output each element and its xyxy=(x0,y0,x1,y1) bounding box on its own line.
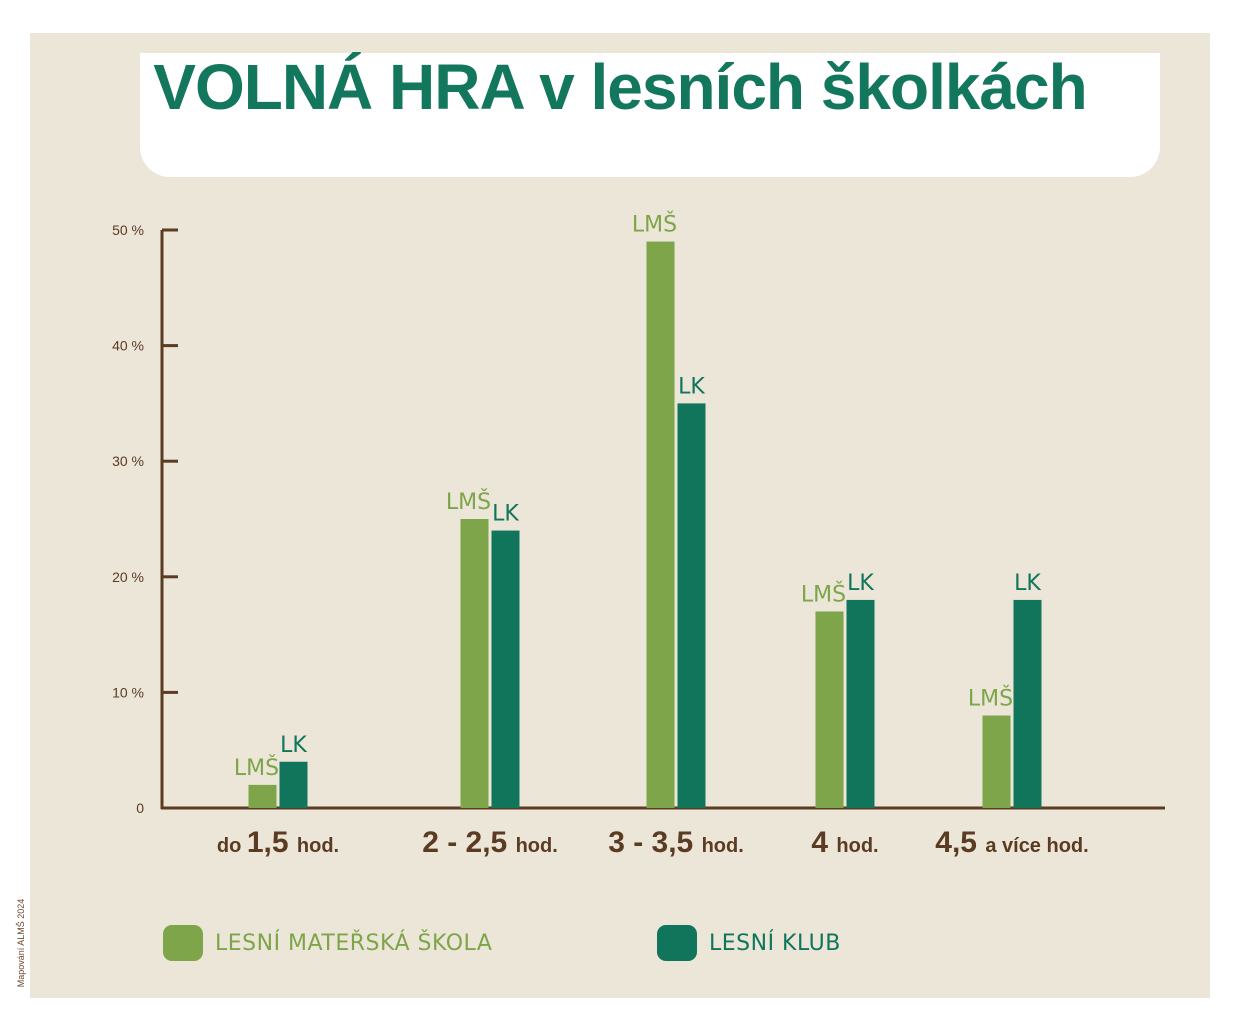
x-category-suffix: a více hod. xyxy=(985,835,1088,857)
x-category-label: do 1,5 hod. xyxy=(217,826,339,859)
x-category-label: 2 - 2,5 hod. xyxy=(422,826,558,859)
y-tick-label: 40 % xyxy=(112,338,144,354)
chart-title: VOLNÁ HRA v lesních školkách xyxy=(153,51,1087,123)
bar-label-lmš: LMŠ xyxy=(801,581,846,607)
chart-panel xyxy=(30,33,1210,998)
y-tick-label: 30 % xyxy=(112,453,144,469)
bar-label-lmš: LMŠ xyxy=(632,212,677,238)
bar-label-lk: LK xyxy=(847,571,874,596)
y-tick-label: 0 xyxy=(136,800,144,816)
bar-lk xyxy=(279,761,308,808)
bar-lk xyxy=(1013,599,1042,808)
x-category-label: 4 hod. xyxy=(811,826,878,859)
legend-item-lk: LESNÍ KLUB xyxy=(657,923,841,963)
bar-label-lk: LK xyxy=(492,502,519,527)
x-category-prefix: do xyxy=(217,835,247,857)
bar-label-lmš: LMŠ xyxy=(446,489,491,515)
x-category-suffix: hod. xyxy=(516,835,558,857)
x-category-number: 3 - 3,5 xyxy=(608,826,701,859)
x-category-number: 4,5 xyxy=(935,826,985,859)
x-category-label: 4,5 a více hod. xyxy=(935,826,1088,859)
bar-label-lk: LK xyxy=(280,733,307,758)
bar-lk xyxy=(491,530,520,808)
x-category-number: 1,5 xyxy=(247,826,297,859)
title-card xyxy=(140,53,1160,177)
x-category-label: 3 - 3,5 hod. xyxy=(608,826,744,859)
y-tick-label: 50 % xyxy=(112,222,144,238)
legend-label-lk: LESNÍ KLUB xyxy=(709,930,841,956)
y-tick-label: 20 % xyxy=(112,569,144,585)
bar-lk xyxy=(677,403,706,808)
bar-lmš xyxy=(646,241,675,808)
x-category-suffix: hod. xyxy=(297,835,339,857)
x-category-suffix: hod. xyxy=(836,835,878,857)
bar-lk xyxy=(846,599,875,808)
bar-label-lk: LK xyxy=(1014,571,1041,596)
y-tick-label: 10 % xyxy=(112,684,144,700)
legend-swatch-lms xyxy=(163,925,203,961)
legend-swatch-lk xyxy=(657,925,697,961)
legend-item-lms: LESNÍ MATEŘSKÁ ŠKOLA xyxy=(163,923,492,963)
legend-label-lms: LESNÍ MATEŘSKÁ ŠKOLA xyxy=(215,930,493,956)
x-category-number: 4 xyxy=(811,826,836,859)
bar-lmš xyxy=(248,784,277,808)
x-category-suffix: hod. xyxy=(702,835,744,857)
bar-label-lmš: LMŠ xyxy=(968,686,1013,712)
credit-note: Mapování ALMŠ 2024 xyxy=(16,898,26,988)
bar-lmš xyxy=(460,519,489,808)
x-category-number: 2 - 2,5 xyxy=(422,826,515,859)
bar-lmš xyxy=(815,611,844,808)
bar-label-lmš: LMŠ xyxy=(234,755,279,781)
bar-label-lk: LK xyxy=(678,374,705,399)
bar-lmš xyxy=(982,715,1011,808)
